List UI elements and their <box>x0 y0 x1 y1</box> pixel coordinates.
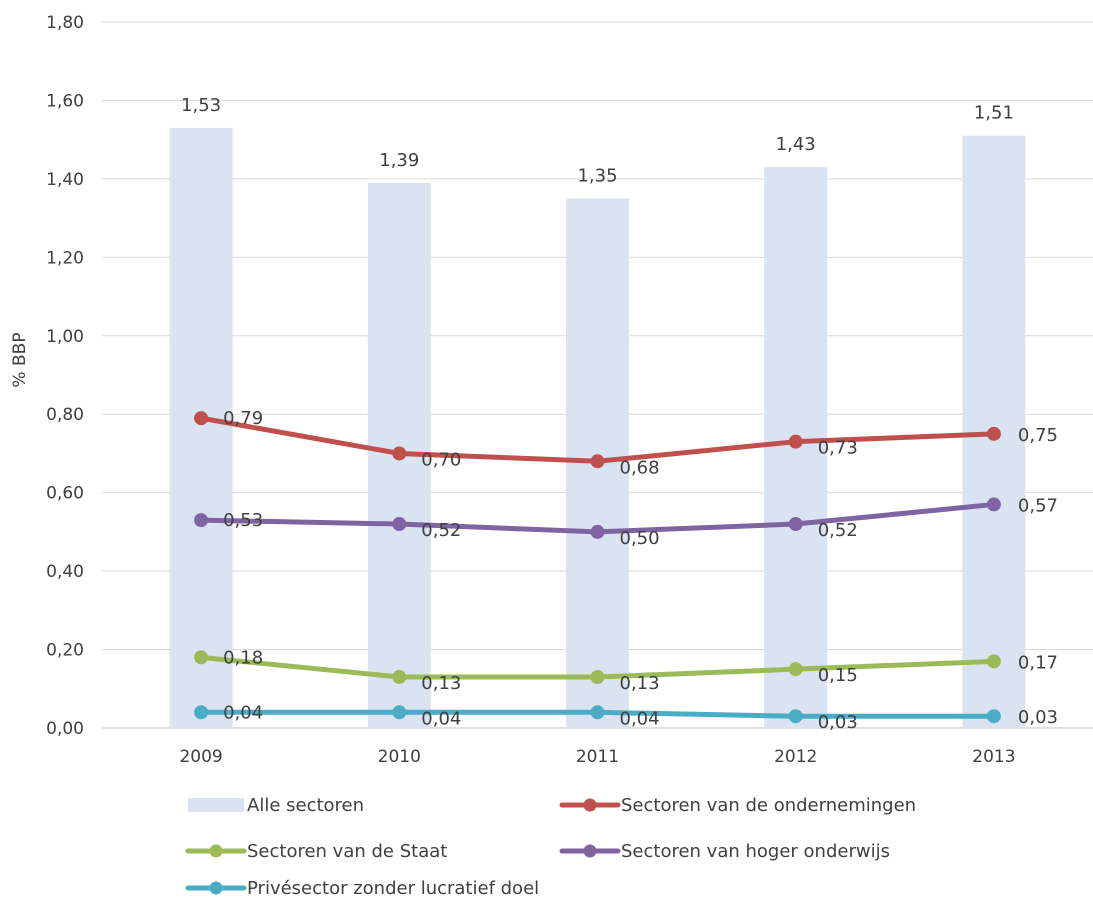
legend-label: Sectoren van de ondernemingen <box>621 795 916 816</box>
legend-marker <box>583 844 597 858</box>
series-point <box>986 654 1001 669</box>
series-point <box>392 517 407 532</box>
bar-data-label: 1,51 <box>974 103 1014 124</box>
line-data-label: 0,04 <box>421 708 461 729</box>
series-point <box>986 709 1001 724</box>
series-point <box>194 411 209 426</box>
y-tick-label: 0,80 <box>46 405 84 425</box>
line-data-label: 0,57 <box>1018 495 1058 516</box>
line-data-label: 0,68 <box>620 457 660 478</box>
series-point <box>590 454 605 469</box>
legend-label: Sectoren van de Staat <box>247 841 447 862</box>
line-data-label: 0,04 <box>223 702 263 723</box>
y-tick-label: 1,40 <box>46 170 84 190</box>
series-point <box>590 670 605 685</box>
series-point <box>788 662 803 677</box>
bar-data-label: 1,39 <box>379 150 419 171</box>
y-tick-label: 0,00 <box>46 719 84 739</box>
y-tick-label: 0,20 <box>46 641 84 661</box>
series-point <box>392 705 407 720</box>
line-data-label: 0,52 <box>818 520 858 541</box>
legend-marker <box>583 798 597 812</box>
x-tick-label: 2010 <box>378 747 421 767</box>
line-data-label: 0,53 <box>223 510 263 531</box>
legend-label: Privésector zonder lucratief doel <box>247 878 539 898</box>
x-tick-label: 2012 <box>774 747 817 767</box>
series-point <box>986 426 1001 441</box>
line-data-label: 0,03 <box>818 712 858 733</box>
legend-swatch <box>188 798 244 812</box>
y-axis-title: % BBP <box>10 332 30 387</box>
series-point <box>788 517 803 532</box>
series-point <box>392 446 407 461</box>
line-data-label: 0,13 <box>620 673 660 694</box>
y-tick-label: 1,20 <box>46 248 84 268</box>
series-point <box>194 513 209 528</box>
series-point <box>590 705 605 720</box>
legend-marker <box>209 881 223 895</box>
line-data-label: 0,75 <box>1018 425 1058 446</box>
x-tick-label: 2009 <box>179 747 222 767</box>
series-point <box>194 705 209 720</box>
legend-label: Alle sectoren <box>247 795 364 816</box>
line-data-label: 0,13 <box>421 673 461 694</box>
bar-data-label: 1,43 <box>776 134 816 155</box>
series-point <box>788 434 803 449</box>
bar-data-label: 1,53 <box>181 95 221 116</box>
line-data-label: 0,04 <box>620 708 660 729</box>
legend-marker <box>209 844 223 858</box>
line-data-label: 0,03 <box>1018 707 1058 728</box>
series-point <box>590 524 605 539</box>
legend-label: Sectoren van hoger onderwijs <box>621 841 890 862</box>
series-point <box>788 709 803 724</box>
axes: 0,00 0,20 0,40 0,60 0,80 1,00 1,20 1,40 1,60 1,80… <box>46 13 1015 767</box>
line-data-label: 0,70 <box>421 449 461 470</box>
data-labels: 1,53 1,39 1,35 1,43 1,51 0,79 0,70 0,68 0,73 0,75… <box>181 95 1058 733</box>
y-tick-label: 1,80 <box>46 13 84 33</box>
bar-data-label: 1,35 <box>577 166 617 187</box>
y-tick-label: 0,60 <box>46 484 84 504</box>
bar-series <box>169 127 1026 729</box>
line-data-label: 0,18 <box>223 647 263 668</box>
line-data-label: 0,79 <box>223 408 263 429</box>
x-tick-label: 2011 <box>576 747 619 767</box>
series-point <box>392 670 407 685</box>
line-data-label: 0,50 <box>620 528 660 549</box>
line-data-label: 0,17 <box>1018 652 1058 673</box>
line-data-label: 0,52 <box>421 520 461 541</box>
line-data-label: 0,15 <box>818 665 858 686</box>
bar <box>169 127 233 728</box>
line-data-label: 0,73 <box>818 438 858 459</box>
x-tick-label: 2013 <box>972 747 1015 767</box>
series-point <box>194 650 209 665</box>
line-series-group <box>194 411 1001 724</box>
y-tick-label: 1,60 <box>46 91 84 111</box>
legend: Alle sectoren Sectoren van de onderneming… <box>185 795 916 899</box>
y-tick-label: 0,40 <box>46 562 84 582</box>
y-tick-label: 1,00 <box>46 327 84 347</box>
series-point <box>986 497 1001 512</box>
